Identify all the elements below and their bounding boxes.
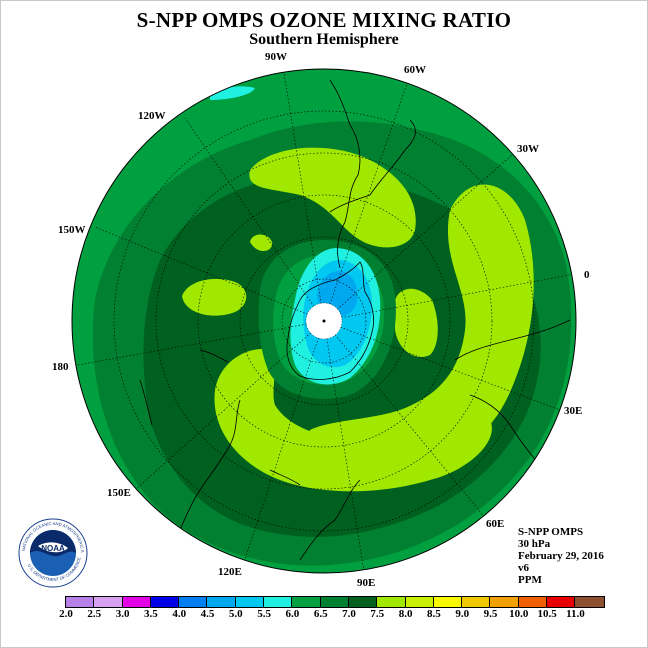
colorbar-tick-label: 5.0: [228, 608, 243, 620]
colorbar-swatch: [235, 597, 265, 607]
info-version: v6: [518, 562, 529, 574]
colorbar-tick-label: 6.0: [285, 608, 300, 620]
colorbar-swatch: [433, 597, 463, 607]
colorbar-tick-label: 6.5: [313, 608, 328, 620]
colorbar-tick-label: 4.5: [200, 608, 215, 620]
lon-label-90e: 90E: [357, 577, 376, 589]
colorbar-swatch: [292, 597, 321, 607]
level-7-5-west-blob: [182, 278, 247, 316]
lon-label-30e: 30E: [564, 405, 583, 417]
colorbar-tick-label: 7.0: [342, 608, 356, 620]
info-level: 30 hPa: [518, 538, 551, 550]
colorbar-swatch: [320, 597, 349, 607]
lon-label-30w: 30W: [517, 143, 539, 155]
ozone-field: [72, 69, 576, 573]
colorbar-swatch: [377, 597, 406, 607]
colorbar-swatch: [150, 597, 180, 607]
info-units: PPM: [518, 574, 542, 586]
colorbar-tick-label: 8.5: [427, 608, 441, 620]
colorbar-tick-label: 10.5: [537, 608, 557, 620]
colorbar: [65, 596, 605, 608]
level-7-5-south-arc: [214, 349, 492, 492]
latitude-circles: [113, 110, 535, 532]
coastlines: [139, 79, 571, 561]
colorbar-swatch: [462, 597, 491, 607]
map-subtitle: Southern Hemisphere: [249, 31, 399, 48]
colorbar-tick-label: 3.5: [144, 608, 158, 620]
colorbar-ticks: 2.0 2.5 3.0 3.5 4.0 4.5 5.0 5.5 6.0 6.5 7.0 7.5 8.0 8…: [54, 608, 594, 622]
map-boundary: [71, 68, 577, 574]
colorbar-swatch: [405, 597, 434, 607]
colorbar-tick-label: 3.0: [115, 608, 130, 620]
lon-label-120w: 120W: [138, 110, 166, 122]
longitude-lines: [72, 72, 575, 573]
colorbar-tick-label: 5.5: [257, 608, 271, 620]
lon-label-180: 180: [52, 361, 69, 373]
lon-label-60w: 60W: [404, 64, 426, 76]
colorbar-swatch: [264, 597, 293, 607]
colorbar-tick-label: 9.0: [455, 608, 470, 620]
colorbar-tick-label: 10.0: [509, 608, 529, 620]
colorbar-tick-label: 11.0: [566, 608, 585, 620]
logo-text: NOAA: [41, 544, 65, 553]
colorbar-swatch: [94, 597, 123, 607]
level-7-5-ne-blob: [395, 288, 438, 358]
colorbar-tick-label: 7.5: [370, 608, 385, 620]
colorbar-swatch: [348, 597, 378, 607]
colorbar-swatch: [207, 597, 236, 607]
colorbar-swatch: [547, 597, 576, 607]
lon-label-150e: 150E: [107, 487, 131, 499]
map-info: S-NPP OMPS 30 hPa February 29, 2016 v6 P…: [518, 526, 604, 586]
colorbar-tick-label: 8.0: [398, 608, 413, 620]
colorbar-swatch: [575, 597, 604, 607]
level-7-5-north-arc: [249, 147, 416, 248]
lon-label-0: 0: [584, 269, 590, 281]
lon-label-150w: 150W: [58, 224, 86, 236]
lon-label-120e: 120E: [218, 566, 242, 578]
colorbar-tick-label: 4.0: [172, 608, 187, 620]
colorbar-tick-label: 2.0: [59, 608, 73, 620]
map-title: S-NPP OMPS OZONE MIXING RATIO: [136, 8, 512, 32]
level-7-5-small-blob: [250, 234, 273, 252]
lon-label-90w: 90W: [265, 51, 287, 63]
colorbar-tick-label: 9.5: [483, 608, 498, 620]
colorbar-swatch: [122, 597, 151, 607]
colorbar-tick-label: 2.5: [87, 608, 102, 620]
level-7-5-east-arc: [307, 184, 534, 467]
info-date: February 29, 2016: [518, 550, 604, 562]
noaa-logo: NATIONAL OCEANIC AND ATMOSPHERIC ADMINIS…: [18, 518, 88, 588]
colorbar-swatch: [518, 597, 548, 607]
colorbar-swatch: [66, 597, 95, 607]
lon-label-60e: 60E: [486, 518, 505, 530]
colorbar-swatch: [179, 597, 208, 607]
colorbar-swatch: [490, 597, 519, 607]
info-instrument: S-NPP OMPS: [518, 526, 584, 538]
